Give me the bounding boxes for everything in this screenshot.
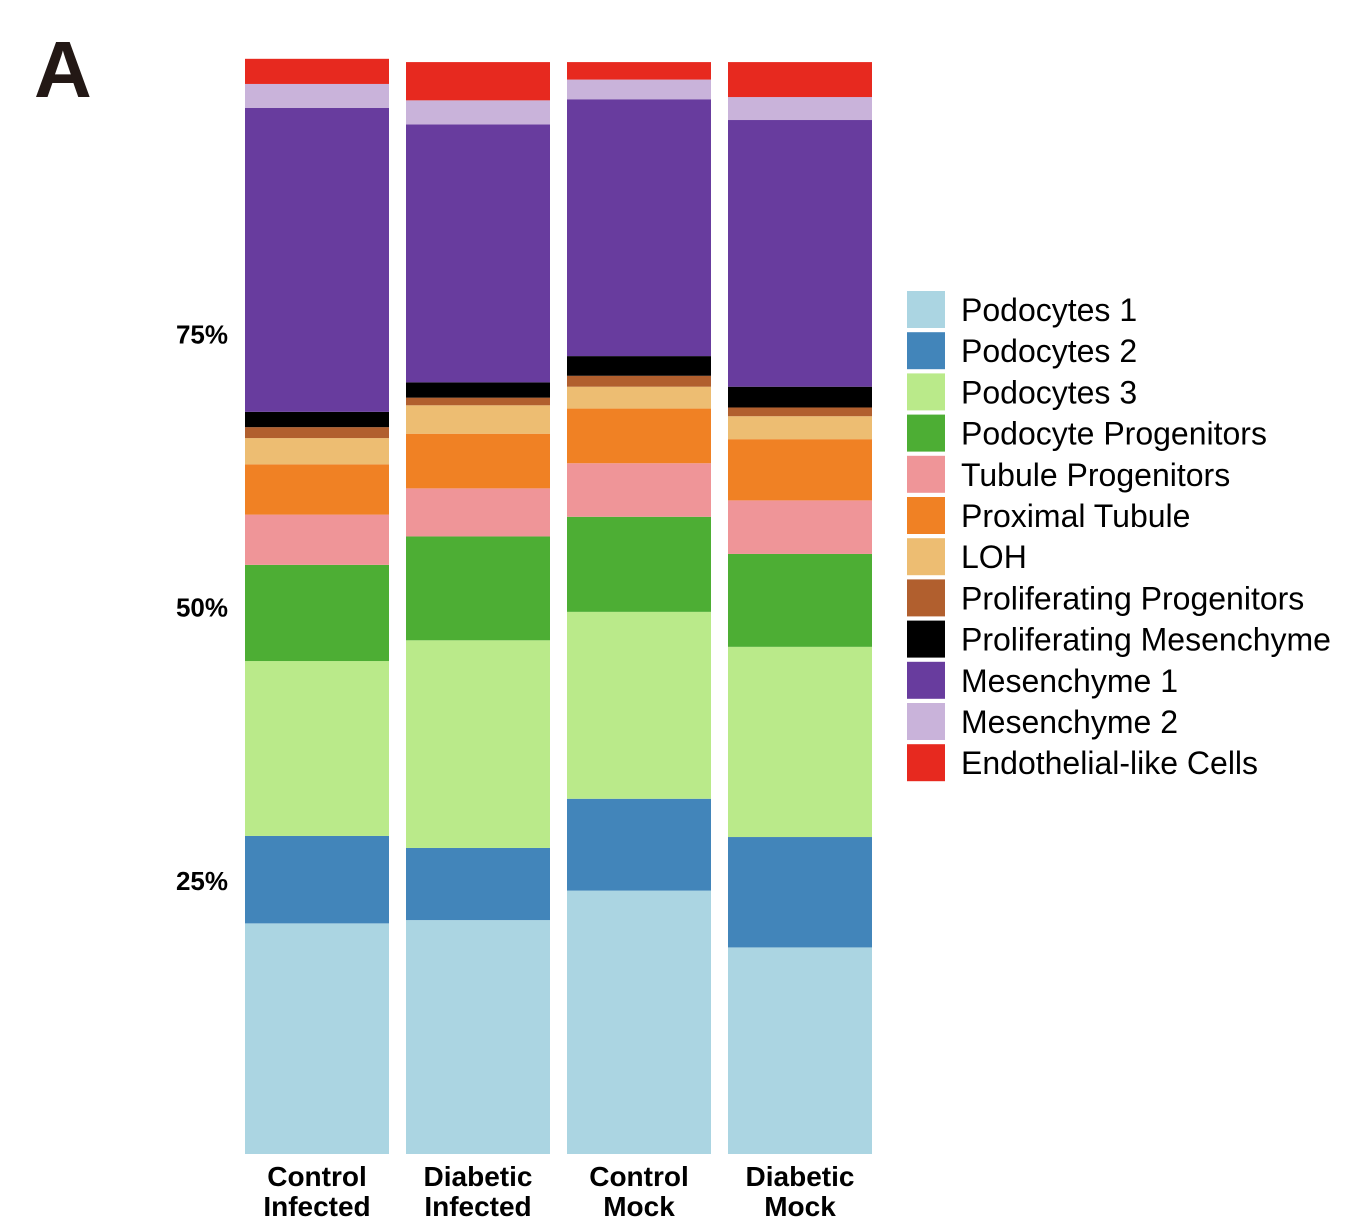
bar-segment-podocytes-3-1	[406, 640, 550, 848]
legend-swatch	[907, 414, 945, 452]
bar-segment-mesenchyme-1-0	[245, 107, 389, 412]
legend-label: Proliferating Progenitors	[961, 580, 1304, 616]
bar-segment-podocytes-1-3	[728, 947, 872, 1154]
bar-segment-endothelial-like-cells-1	[406, 62, 550, 101]
bar-segment-podocytes-2-0	[245, 835, 389, 924]
bar-segment-proliferating-progenitors-3	[728, 407, 872, 417]
legend-swatch	[907, 538, 945, 576]
legend-label: Podocyte Progenitors	[961, 416, 1267, 452]
bar-segment-loh-1	[406, 405, 550, 434]
bar-segment-tubule-progenitors-0	[245, 514, 389, 565]
bar-segment-endothelial-like-cells-2	[567, 62, 711, 80]
bar-segment-endothelial-like-cells-0	[245, 58, 389, 84]
y-tick-label: 25%	[176, 866, 228, 896]
x-category-label: Infected	[424, 1191, 531, 1222]
legend-swatch	[907, 373, 945, 411]
bar-segment-mesenchyme-1-3	[728, 120, 872, 387]
bar-segment-podocytes-1-0	[245, 923, 389, 1154]
x-category-label: Infected	[263, 1191, 370, 1222]
bar-segment-proliferating-mesenchyme-2	[567, 356, 711, 376]
y-tick-label: 75%	[176, 319, 228, 349]
legend-label: Podocytes 1	[961, 292, 1137, 328]
legend-label: Podocytes 2	[961, 333, 1137, 369]
legend-label: LOH	[961, 539, 1027, 575]
bar-segment-mesenchyme-2-0	[245, 83, 389, 108]
bar-segment-podocyte-progenitors-2	[567, 516, 711, 612]
bar-segment-loh-0	[245, 438, 389, 465]
bar-segment-proliferating-mesenchyme-3	[728, 386, 872, 408]
x-category-label: Diabetic	[424, 1161, 533, 1192]
legend-label: Podocytes 3	[961, 374, 1137, 410]
x-category-label: Control	[267, 1161, 367, 1192]
bar-segment-tubule-progenitors-3	[728, 500, 872, 554]
legend-swatch	[907, 661, 945, 699]
bar-segment-podocytes-3-0	[245, 661, 389, 836]
legend-swatch	[907, 703, 945, 740]
legend-label: Tubule Progenitors	[961, 457, 1230, 493]
bar-segment-proximal-tubule-0	[245, 464, 389, 515]
bar-segment-podocytes-3-2	[567, 611, 711, 799]
bar-segment-podocytes-2-2	[567, 798, 711, 891]
bar-segment-proximal-tubule-3	[728, 439, 872, 501]
legend-swatch	[907, 744, 945, 782]
bar-segment-podocyte-progenitors-0	[245, 564, 389, 662]
legend-swatch	[907, 332, 945, 370]
bar-segment-tubule-progenitors-1	[406, 488, 550, 537]
x-category-label: Mock	[603, 1191, 675, 1222]
bar-segment-mesenchyme-1-1	[406, 124, 550, 383]
bar-segment-podocyte-progenitors-1	[406, 536, 550, 641]
x-axis-labels: ControlInfectedDiabeticInfectedControlMo…	[263, 1161, 854, 1222]
legend-label: Mesenchyme 1	[961, 663, 1178, 699]
bar-segment-proliferating-progenitors-0	[245, 427, 389, 439]
bar-segment-proliferating-mesenchyme-0	[245, 411, 389, 428]
legend-swatch	[907, 497, 945, 534]
bar-segment-podocytes-2-3	[728, 837, 872, 948]
bar-segment-proliferating-progenitors-2	[567, 375, 711, 387]
legend-swatch	[907, 579, 945, 617]
legend-label: Mesenchyme 2	[961, 704, 1178, 740]
legend-label: Proximal Tubule	[961, 498, 1190, 534]
bar-segment-mesenchyme-2-3	[728, 97, 872, 121]
x-category-label: Diabetic	[746, 1161, 855, 1192]
y-axis-ticks: 25% 50% 75%	[176, 319, 228, 896]
bar-segment-tubule-progenitors-2	[567, 463, 711, 517]
bar-segment-mesenchyme-2-1	[406, 100, 550, 125]
legend-label: Proliferating Mesenchyme	[961, 622, 1331, 658]
x-category-label: Control	[589, 1161, 689, 1192]
bar-segment-podocytes-1-1	[406, 920, 550, 1154]
bar-segment-podocytes-1-2	[567, 890, 711, 1154]
bar-segment-mesenchyme-2-2	[567, 79, 711, 100]
legend-label: Endothelial-like Cells	[961, 745, 1258, 781]
y-tick-label: 50%	[176, 593, 228, 623]
legend-swatch	[907, 620, 945, 658]
bar-segment-endothelial-like-cells-3	[728, 62, 872, 98]
bar-segment-proximal-tubule-1	[406, 433, 550, 489]
panel-label: A	[34, 25, 92, 114]
bar-segment-proliferating-mesenchyme-1	[406, 382, 550, 398]
bar-segment-podocyte-progenitors-3	[728, 553, 872, 647]
bar-area	[245, 58, 872, 1154]
bar-segment-proximal-tubule-2	[567, 408, 711, 464]
legend-swatch	[907, 455, 945, 493]
bar-segment-mesenchyme-1-2	[567, 99, 711, 357]
bar-segment-podocytes-3-3	[728, 646, 872, 838]
bar-segment-loh-3	[728, 416, 872, 440]
bar-segment-loh-2	[567, 386, 711, 409]
x-category-label: Mock	[764, 1191, 836, 1222]
bar-segment-podocytes-2-1	[406, 847, 550, 921]
legend-swatch	[907, 291, 945, 328]
bar-segment-proliferating-progenitors-1	[406, 397, 550, 406]
legend: Podocytes 1 Podocytes 2 Podocytes 3 Podocyt…	[907, 291, 1331, 782]
